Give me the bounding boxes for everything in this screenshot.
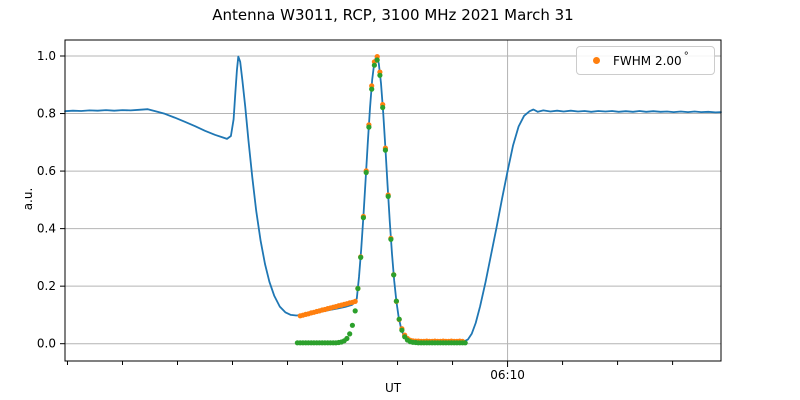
baseline-subtracted-samples-dot — [347, 331, 353, 337]
baseline-subtracted-samples-dot — [374, 57, 380, 63]
legend-label: FWHM 2.00 — [613, 53, 682, 68]
x-axis-label: UT — [384, 381, 402, 395]
baseline-subtracted-samples-dot — [396, 316, 402, 322]
y-axis-label: a.u. — [21, 187, 35, 211]
baseline-subtracted-samples-dot — [352, 308, 358, 314]
baseline-subtracted-samples-dot — [371, 62, 377, 68]
baseline-subtracted-samples-dot — [462, 340, 468, 346]
baseline-subtracted-samples-dot — [363, 169, 369, 176]
baseline-subtracted-samples-dot — [377, 72, 383, 78]
chart-title: Antenna W3011, RCP, 3100 MHz 2021 March … — [212, 6, 574, 24]
x-tick-label: 06:10 — [490, 368, 525, 382]
legend-marker-icon — [593, 57, 600, 64]
y-tick-label: 0.8 — [37, 107, 56, 121]
baseline-subtracted-samples-dot — [388, 236, 394, 242]
baseline-subtracted-samples-dot — [385, 193, 391, 199]
baseline-subtracted-samples-dot — [355, 285, 361, 292]
baseline-subtracted-samples-dot — [358, 254, 364, 260]
baseline-subtracted-samples-dot — [399, 327, 405, 333]
baseline-subtracted-samples-dot — [360, 215, 366, 221]
baseline-subtracted-samples-dot — [380, 104, 386, 111]
legend-box: FWHM 2.00 ° — [576, 46, 715, 75]
y-tick-label: 1.0 — [37, 49, 56, 63]
plot-border — [64, 39, 722, 362]
baseline-subtracted-samples-dot — [393, 298, 399, 304]
legend-degree-symbol: ° — [683, 51, 689, 62]
baseline-subtracted-samples-dot — [349, 322, 355, 328]
fwhm-fit-samples-dot — [352, 298, 358, 304]
baseline-subtracted-samples-dot — [391, 272, 397, 278]
y-tick-label: 0.2 — [37, 279, 56, 293]
y-tick-label: 0.4 — [37, 222, 56, 236]
y-tick-label: 0.0 — [37, 337, 56, 351]
y-tick-label: 0.6 — [37, 164, 56, 178]
baseline-subtracted-samples-dot — [369, 86, 375, 92]
baseline-subtracted-samples-dot — [344, 335, 350, 342]
baseline-subtracted-samples-dot — [382, 147, 388, 153]
baseline-subtracted-samples-dot — [366, 124, 372, 130]
drift-scan-line-series — [64, 55, 722, 344]
